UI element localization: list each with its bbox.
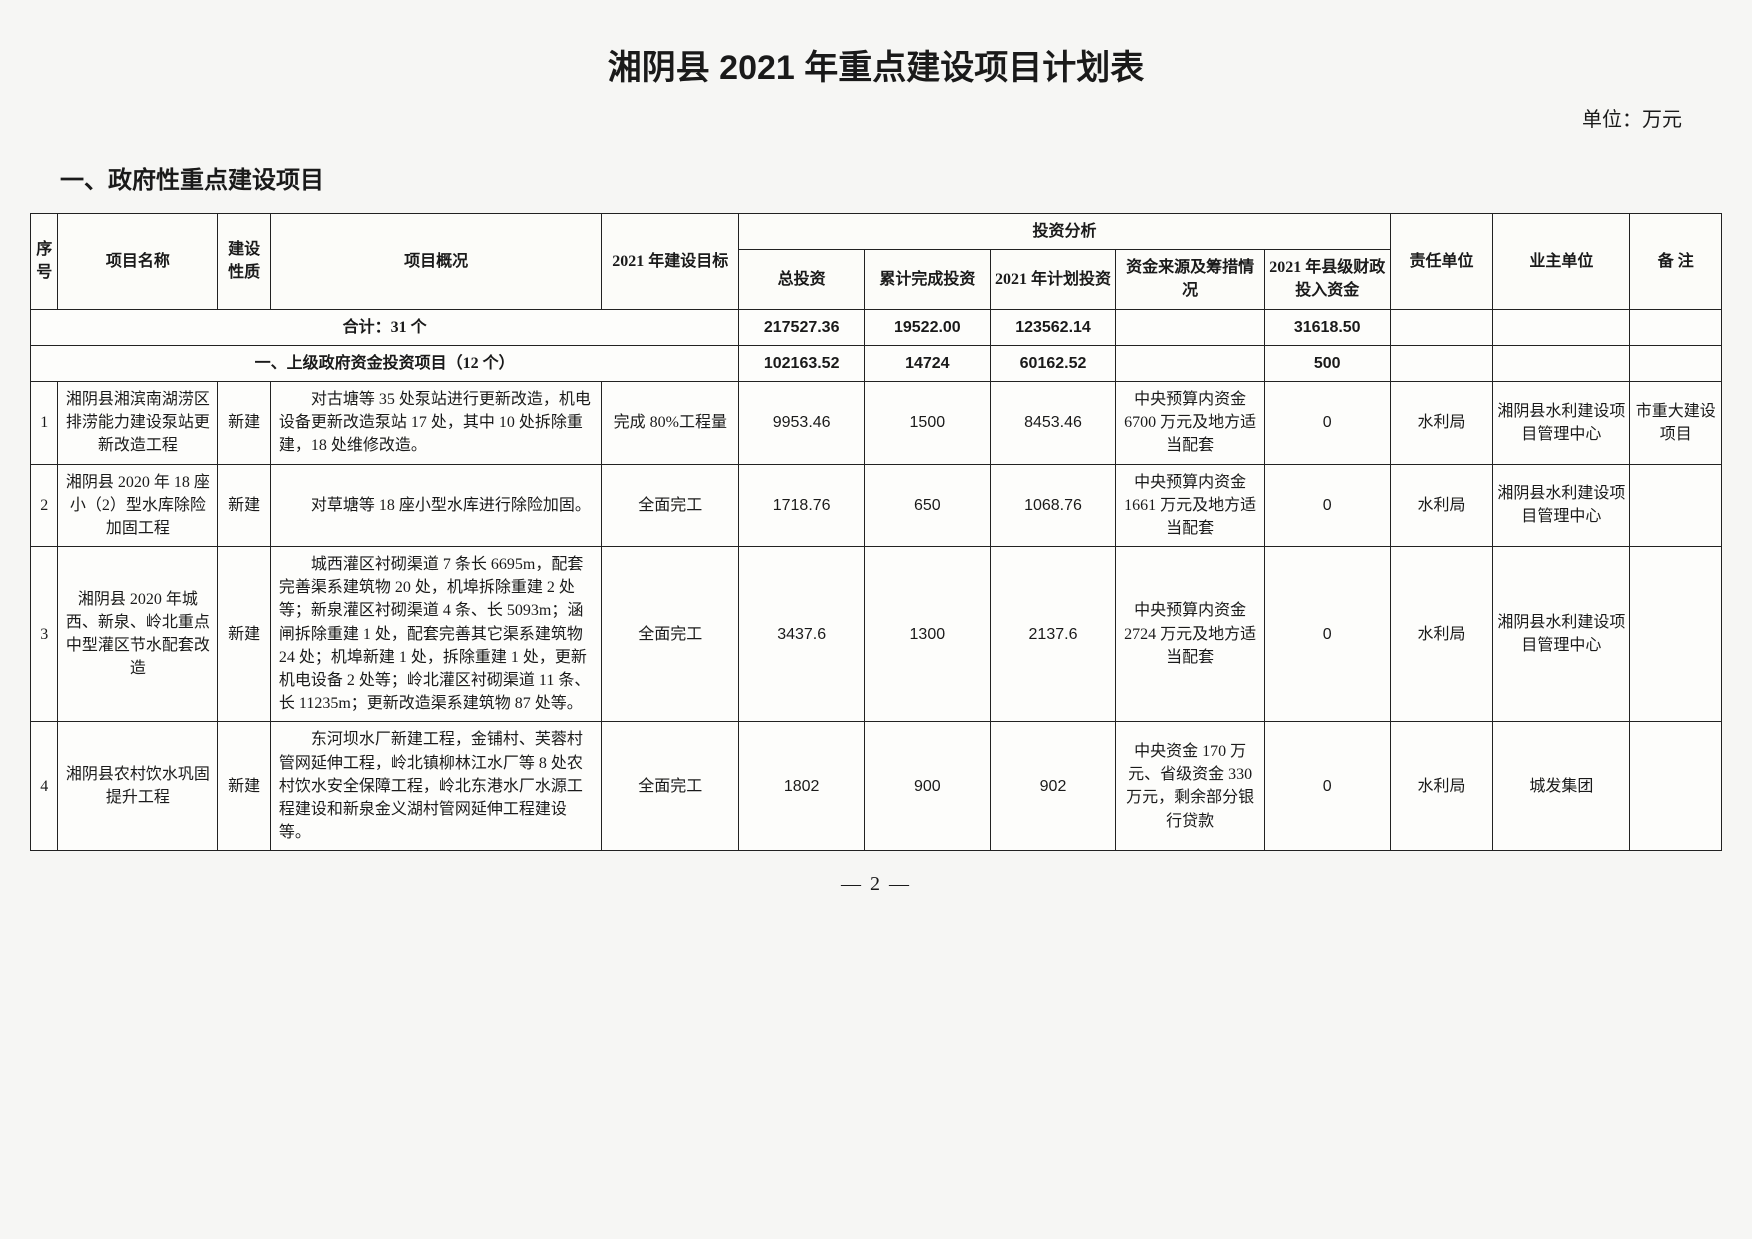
cell-desc: 对草塘等 18 座小型水库进行除险加固。 bbox=[270, 464, 601, 547]
th-note: 备 注 bbox=[1630, 214, 1722, 310]
cell-inv-src: 中央预算内资金 1661 万元及地方适当配套 bbox=[1116, 464, 1265, 547]
cell-note: 市重大建设项目 bbox=[1630, 381, 1722, 464]
cell-inv-total: 1802 bbox=[739, 722, 865, 851]
th-inv-total: 总投资 bbox=[739, 250, 865, 309]
cell-name: 湘阴县 2020 年 18 座小（2）型水库除险加固工程 bbox=[58, 464, 218, 547]
totals-inv-cum: 19522.00 bbox=[865, 309, 991, 345]
subsection-row: 一、上级政府资金投资项目（12 个） 102163.52 14724 60162… bbox=[31, 345, 1722, 381]
cell-inv-plan: 8453.46 bbox=[990, 381, 1116, 464]
cell-goal: 全面完工 bbox=[602, 464, 739, 547]
projects-table: 序号 项目名称 建设性质 项目概况 2021 年建设目标 投资分析 责任单位 业… bbox=[30, 213, 1722, 851]
section-heading: 一、政府性重点建设项目 bbox=[60, 160, 1722, 195]
cell-inv-plan: 2137.6 bbox=[990, 547, 1116, 722]
cell-name: 湘阴县湘滨南湖涝区排涝能力建设泵站更新改造工程 bbox=[58, 381, 218, 464]
subsection-resp bbox=[1390, 345, 1493, 381]
cell-inv-total: 3437.6 bbox=[739, 547, 865, 722]
doc-title: 湘阴县 2021 年重点建设项目计划表 bbox=[30, 40, 1722, 89]
subsection-label: 一、上级政府资金投资项目（12 个） bbox=[31, 345, 739, 381]
cell-seq: 4 bbox=[31, 722, 58, 851]
cell-resp: 水利局 bbox=[1390, 381, 1493, 464]
th-inv-plan: 2021 年计划投资 bbox=[990, 250, 1116, 309]
totals-inv-county: 31618.50 bbox=[1264, 309, 1390, 345]
totals-note bbox=[1630, 309, 1722, 345]
subsection-inv-plan: 60162.52 bbox=[990, 345, 1116, 381]
cell-type: 新建 bbox=[218, 464, 271, 547]
cell-owner: 湘阴县水利建设项目管理中心 bbox=[1493, 381, 1630, 464]
cell-type: 新建 bbox=[218, 547, 271, 722]
unit-label: 单位：万元 bbox=[30, 103, 1722, 132]
cell-inv-src: 中央资金 170 万元、省级资金 330 万元，剩余部分银行贷款 bbox=[1116, 722, 1265, 851]
cell-resp: 水利局 bbox=[1390, 464, 1493, 547]
subsection-inv-src bbox=[1116, 345, 1265, 381]
th-type: 建设性质 bbox=[218, 214, 271, 310]
cell-desc: 东河坝水厂新建工程，金铺村、芙蓉村管网延伸工程，岭北镇柳林江水厂等 8 处农村饮… bbox=[270, 722, 601, 851]
totals-inv-src bbox=[1116, 309, 1265, 345]
table-row: 1 湘阴县湘滨南湖涝区排涝能力建设泵站更新改造工程 新建 对古塘等 35 处泵站… bbox=[31, 381, 1722, 464]
cell-inv-total: 9953.46 bbox=[739, 381, 865, 464]
totals-row: 合计：31 个 217527.36 19522.00 123562.14 316… bbox=[31, 309, 1722, 345]
cell-inv-src: 中央预算内资金 2724 万元及地方适当配套 bbox=[1116, 547, 1265, 722]
th-name: 项目名称 bbox=[58, 214, 218, 310]
cell-type: 新建 bbox=[218, 381, 271, 464]
th-inv-src: 资金来源及筹措情况 bbox=[1116, 250, 1265, 309]
cell-goal: 全面完工 bbox=[602, 547, 739, 722]
totals-owner bbox=[1493, 309, 1630, 345]
table-row: 2 湘阴县 2020 年 18 座小（2）型水库除险加固工程 新建 对草塘等 1… bbox=[31, 464, 1722, 547]
cell-inv-cum: 900 bbox=[865, 722, 991, 851]
subsection-inv-cum: 14724 bbox=[865, 345, 991, 381]
th-desc: 项目概况 bbox=[270, 214, 601, 310]
subsection-inv-county: 500 bbox=[1264, 345, 1390, 381]
th-inv-cum: 累计完成投资 bbox=[865, 250, 991, 309]
totals-resp bbox=[1390, 309, 1493, 345]
cell-goal: 完成 80%工程量 bbox=[602, 381, 739, 464]
cell-inv-county: 0 bbox=[1264, 722, 1390, 851]
th-seq: 序号 bbox=[31, 214, 58, 310]
cell-note bbox=[1630, 464, 1722, 547]
totals-label: 合计：31 个 bbox=[31, 309, 739, 345]
cell-type: 新建 bbox=[218, 722, 271, 851]
th-inv-group: 投资分析 bbox=[739, 214, 1390, 250]
cell-desc: 城西灌区衬砌渠道 7 条长 6695m，配套完善渠系建筑物 20 处，机埠拆除重… bbox=[270, 547, 601, 722]
th-goal: 2021 年建设目标 bbox=[602, 214, 739, 310]
subsection-note bbox=[1630, 345, 1722, 381]
cell-inv-cum: 650 bbox=[865, 464, 991, 547]
cell-seq: 1 bbox=[31, 381, 58, 464]
cell-inv-county: 0 bbox=[1264, 547, 1390, 722]
page-number: — 2 — bbox=[30, 873, 1722, 896]
cell-resp: 水利局 bbox=[1390, 722, 1493, 851]
th-resp: 责任单位 bbox=[1390, 214, 1493, 310]
subsection-owner bbox=[1493, 345, 1630, 381]
cell-inv-county: 0 bbox=[1264, 464, 1390, 547]
cell-inv-cum: 1500 bbox=[865, 381, 991, 464]
th-inv-county: 2021 年县级财政投入资金 bbox=[1264, 250, 1390, 309]
cell-inv-total: 1718.76 bbox=[739, 464, 865, 547]
cell-owner: 湘阴县水利建设项目管理中心 bbox=[1493, 464, 1630, 547]
cell-owner: 湘阴县水利建设项目管理中心 bbox=[1493, 547, 1630, 722]
totals-inv-plan: 123562.14 bbox=[990, 309, 1116, 345]
cell-inv-plan: 902 bbox=[990, 722, 1116, 851]
table-row: 4 湘阴县农村饮水巩固提升工程 新建 东河坝水厂新建工程，金铺村、芙蓉村管网延伸… bbox=[31, 722, 1722, 851]
table-row: 3 湘阴县 2020 年城西、新泉、岭北重点中型灌区节水配套改造 新建 城西灌区… bbox=[31, 547, 1722, 722]
cell-name: 湘阴县农村饮水巩固提升工程 bbox=[58, 722, 218, 851]
totals-inv-total: 217527.36 bbox=[739, 309, 865, 345]
cell-inv-src: 中央预算内资金 6700 万元及地方适当配套 bbox=[1116, 381, 1265, 464]
cell-resp: 水利局 bbox=[1390, 547, 1493, 722]
cell-inv-cum: 1300 bbox=[865, 547, 991, 722]
cell-goal: 全面完工 bbox=[602, 722, 739, 851]
cell-inv-county: 0 bbox=[1264, 381, 1390, 464]
cell-seq: 3 bbox=[31, 547, 58, 722]
cell-note bbox=[1630, 547, 1722, 722]
cell-owner: 城发集团 bbox=[1493, 722, 1630, 851]
cell-note bbox=[1630, 722, 1722, 851]
cell-inv-plan: 1068.76 bbox=[990, 464, 1116, 547]
cell-desc: 对古塘等 35 处泵站进行更新改造，机电设备更新改造泵站 17 处，其中 10 … bbox=[270, 381, 601, 464]
cell-seq: 2 bbox=[31, 464, 58, 547]
th-owner: 业主单位 bbox=[1493, 214, 1630, 310]
cell-name: 湘阴县 2020 年城西、新泉、岭北重点中型灌区节水配套改造 bbox=[58, 547, 218, 722]
subsection-inv-total: 102163.52 bbox=[739, 345, 865, 381]
